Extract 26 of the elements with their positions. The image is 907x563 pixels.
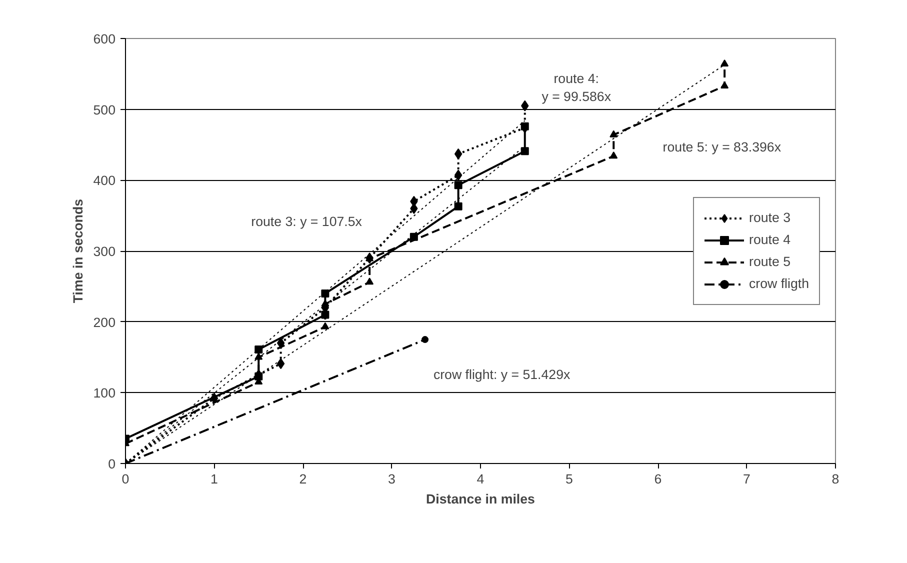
y-tick-label: 600 [93, 32, 116, 46]
annotation: route 5: y = 83.396x [662, 139, 782, 154]
y-tick-label: 0 [108, 456, 116, 472]
x-tick-label: 5 [566, 472, 573, 486]
x-tick-label: 3 [388, 472, 396, 486]
x-tick-label: 0 [122, 472, 130, 486]
x-tick-label: 8 [832, 472, 840, 486]
legend-label: route 4 [749, 232, 790, 247]
x-axis-title: Distance in miles [426, 492, 535, 506]
y-tick-label: 400 [93, 173, 116, 188]
x-tick-label: 4 [476, 472, 485, 486]
y-axis-title: Time in seconds [70, 198, 86, 304]
annotation: route 4: y = 99.586x [542, 70, 612, 104]
x-tick-label: 6 [654, 472, 662, 486]
x-tick-label: 1 [210, 472, 218, 486]
annotation: route 3: y = 107.5x [251, 214, 362, 229]
annotation: crow flight: y = 51.429x [433, 366, 570, 382]
x-tick-label: 7 [743, 472, 750, 486]
y-tick-label: 300 [93, 244, 116, 259]
legend-label: route 5 [749, 254, 790, 269]
y-tick-label: 200 [93, 314, 116, 330]
x-tick-label: 2 [299, 472, 307, 486]
legend-label: route 3 [749, 210, 790, 225]
legend-label: crow fligth [749, 276, 809, 291]
y-tick-label: 100 [93, 386, 116, 401]
y-tick-label: 500 [93, 102, 116, 118]
